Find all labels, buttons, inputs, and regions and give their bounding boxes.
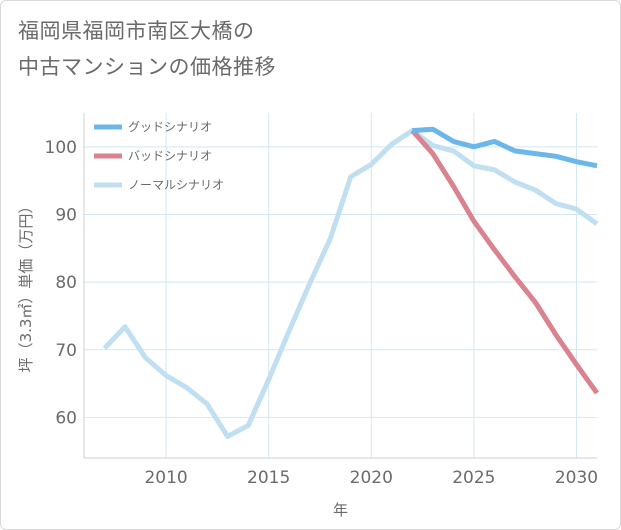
- series-line-1: [410, 128, 600, 395]
- grid: [83, 113, 597, 459]
- x-tick-label: 2025: [452, 468, 495, 488]
- y-tick-label: 100: [45, 138, 77, 158]
- y-tick-label: 80: [55, 273, 77, 293]
- chart-title-line-2: 中古マンションの価格推移: [18, 55, 276, 79]
- series-layer: [102, 126, 600, 439]
- y-tick-label: 70: [55, 341, 77, 361]
- x-tick-label: 2010: [144, 468, 187, 488]
- y-tick-label: 60: [55, 408, 77, 428]
- legend-label-0: グッドシナリオ: [128, 120, 212, 134]
- x-axis-title: 年: [333, 501, 348, 519]
- y-axis-title: 坪（3.3㎡）単価（万円）: [17, 199, 35, 373]
- y-tick-label: 90: [55, 205, 77, 225]
- x-tick-label: 2030: [555, 468, 598, 488]
- legend-label-2: ノーマルシナリオ: [128, 178, 224, 192]
- chart-title-line-1: 福岡県福岡市南区大橋の: [18, 19, 255, 43]
- series-line-2: [102, 128, 599, 439]
- x-tick-label: 2015: [247, 468, 290, 488]
- chart-title: 福岡県福岡市南区大橋の 中古マンションの価格推移: [18, 13, 276, 85]
- series-line-0: [412, 126, 598, 169]
- x-tick-label: 2020: [350, 468, 393, 488]
- axis-ticks: 2010 2015 2020 2025 2030 60 70 80 90 100: [45, 138, 599, 488]
- plot-area: [84, 113, 597, 458]
- legend-label-1: バッドシナリオ: [128, 149, 212, 163]
